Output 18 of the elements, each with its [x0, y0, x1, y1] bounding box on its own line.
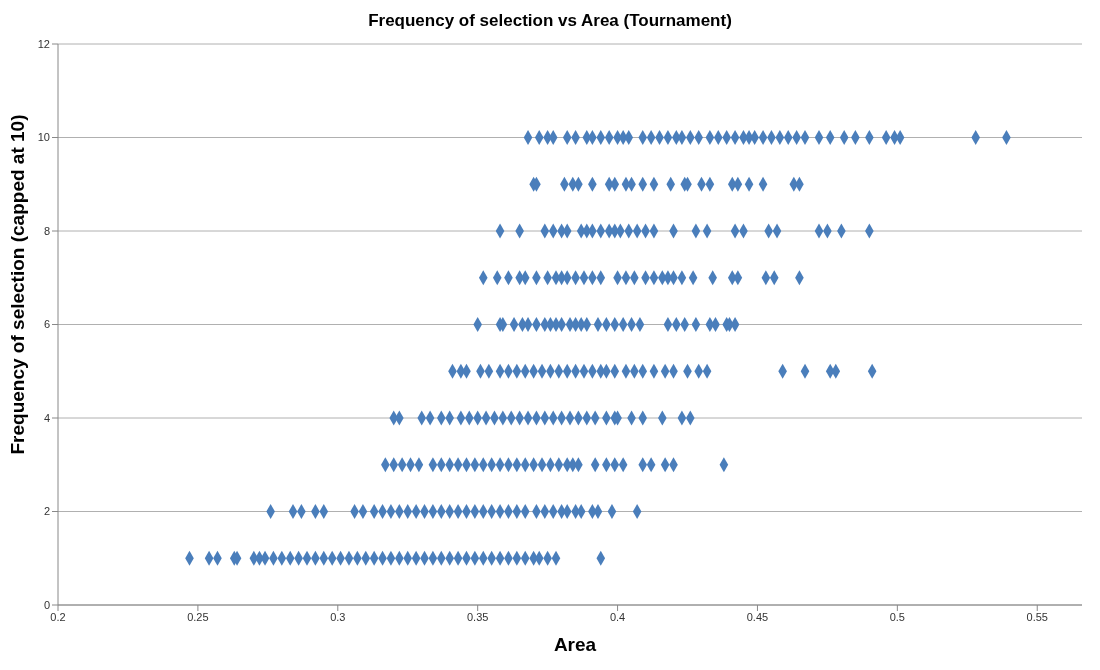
x-tick-label: 0.25	[187, 610, 209, 623]
y-tick-label: 6	[43, 318, 50, 331]
y-tick-label: 8	[43, 224, 50, 237]
y-tick-label: 12	[37, 37, 50, 50]
y-tick-label: 2	[43, 505, 50, 518]
x-tick-label: 0.35	[466, 610, 489, 623]
y-tick-label: 10	[37, 131, 50, 144]
y-axis-title: Frequency of selection (capped at 10)	[6, 114, 28, 455]
chart-title: Frequency of selection vs Area (Tournament)	[367, 10, 733, 32]
x-tick-label: 0.4	[609, 610, 626, 623]
x-tick-label: 0.3	[330, 610, 346, 623]
x-tick-label: 0.2	[50, 610, 66, 623]
x-tick-label: 0.55	[1026, 610, 1048, 623]
x-axis-title: Area	[552, 634, 598, 656]
x-tick-label: 0.5	[889, 610, 905, 623]
x-tick-label: 0.45	[746, 610, 769, 623]
y-tick-label: 0	[43, 598, 50, 611]
y-tick-label: 4	[43, 411, 50, 424]
